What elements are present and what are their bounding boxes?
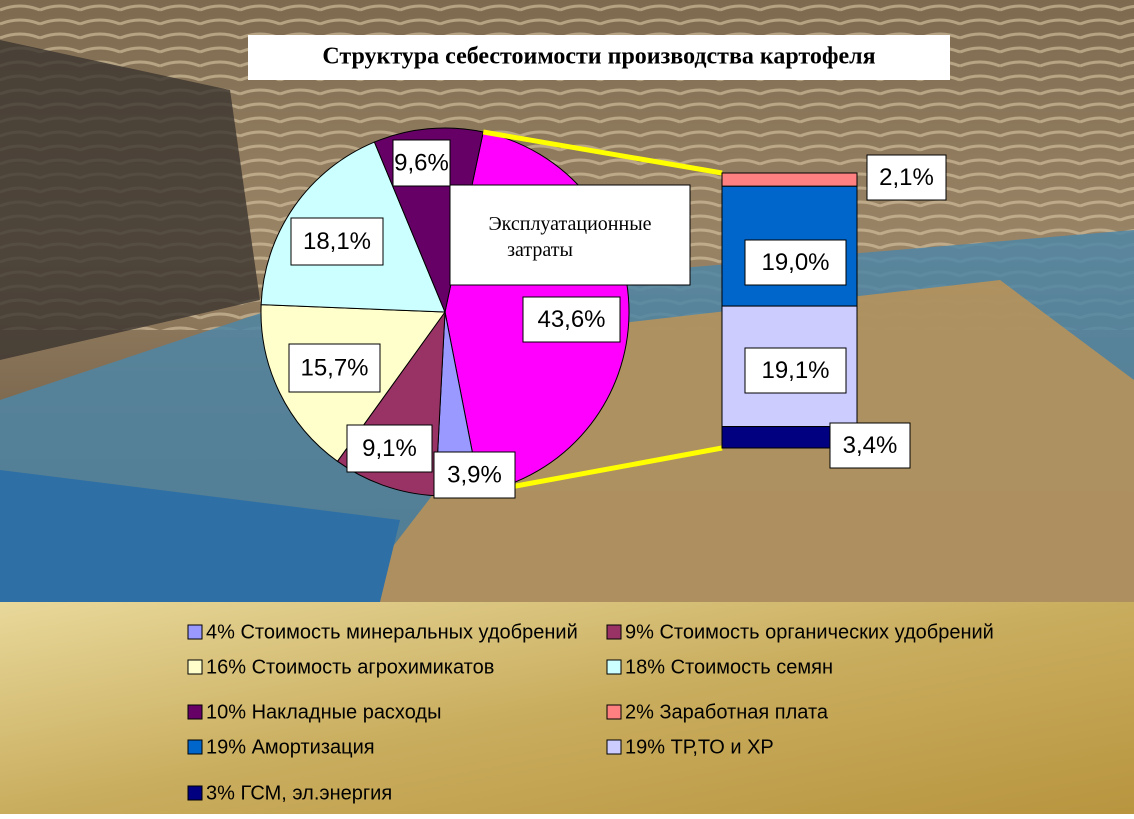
data-label-box bbox=[433, 451, 516, 499]
data-label: 19,0% bbox=[761, 249, 829, 276]
data-label: 15,7% bbox=[300, 354, 368, 381]
data-label: 43,6% bbox=[537, 306, 605, 333]
legend-label: 2% Заработная плата bbox=[625, 701, 829, 723]
annotation-line: затраты bbox=[507, 239, 573, 261]
data-label-box bbox=[346, 424, 433, 473]
legend-label: 16% Стоимость агрохимикатов bbox=[206, 656, 494, 678]
legend-swatch bbox=[187, 739, 203, 755]
legend-label: 10% Накладные расходы bbox=[206, 701, 441, 723]
legend-label: 4% Стоимость минеральных удобрений bbox=[206, 621, 578, 643]
annotation: Эксплуатационные затраты bbox=[488, 213, 651, 261]
legend-swatch bbox=[187, 785, 203, 801]
data-label: 9,6% bbox=[394, 149, 449, 176]
legend-label: 9% Стоимость органических удобрений bbox=[625, 621, 994, 643]
legend-label: 3% ГСМ, эл.энергия bbox=[206, 782, 392, 804]
data-label-box bbox=[290, 217, 384, 266]
annotation-line: Эксплуатационные bbox=[488, 213, 651, 235]
connector bbox=[482, 129, 723, 176]
bar-segment bbox=[721, 172, 858, 187]
legend-swatch bbox=[606, 739, 622, 755]
legend-label: 19% Амортизация bbox=[206, 736, 375, 758]
legend-swatch bbox=[606, 659, 622, 675]
data-label-box bbox=[744, 347, 847, 394]
data-label: 2,1% bbox=[879, 164, 934, 191]
data-label: 19,1% bbox=[761, 357, 829, 384]
legend-label: 19% ТР,ТО и ХР bbox=[625, 736, 774, 758]
chart-title: Структура себестоимости производства кар… bbox=[322, 44, 875, 70]
legend-label: 18% Стоимость семян bbox=[625, 656, 833, 678]
connector bbox=[479, 445, 723, 496]
legend-swatch bbox=[187, 704, 203, 720]
data-label-box bbox=[866, 154, 947, 201]
data-label: 3,4% bbox=[843, 432, 898, 459]
legend-swatch bbox=[606, 624, 622, 640]
data-label-box bbox=[392, 139, 451, 187]
legend-swatch bbox=[187, 624, 203, 640]
legend-swatch bbox=[187, 659, 203, 675]
title-box bbox=[248, 35, 950, 80]
data-label-box bbox=[829, 422, 911, 469]
data-label-box bbox=[744, 239, 847, 286]
data-label: 3,9% bbox=[447, 461, 502, 488]
data-label: 9,1% bbox=[362, 435, 417, 462]
data-label-box bbox=[288, 343, 381, 393]
data-label-box bbox=[522, 296, 621, 343]
legend-swatch bbox=[606, 704, 622, 720]
data-label: 18,1% bbox=[303, 228, 371, 255]
annotation-box bbox=[449, 184, 691, 286]
